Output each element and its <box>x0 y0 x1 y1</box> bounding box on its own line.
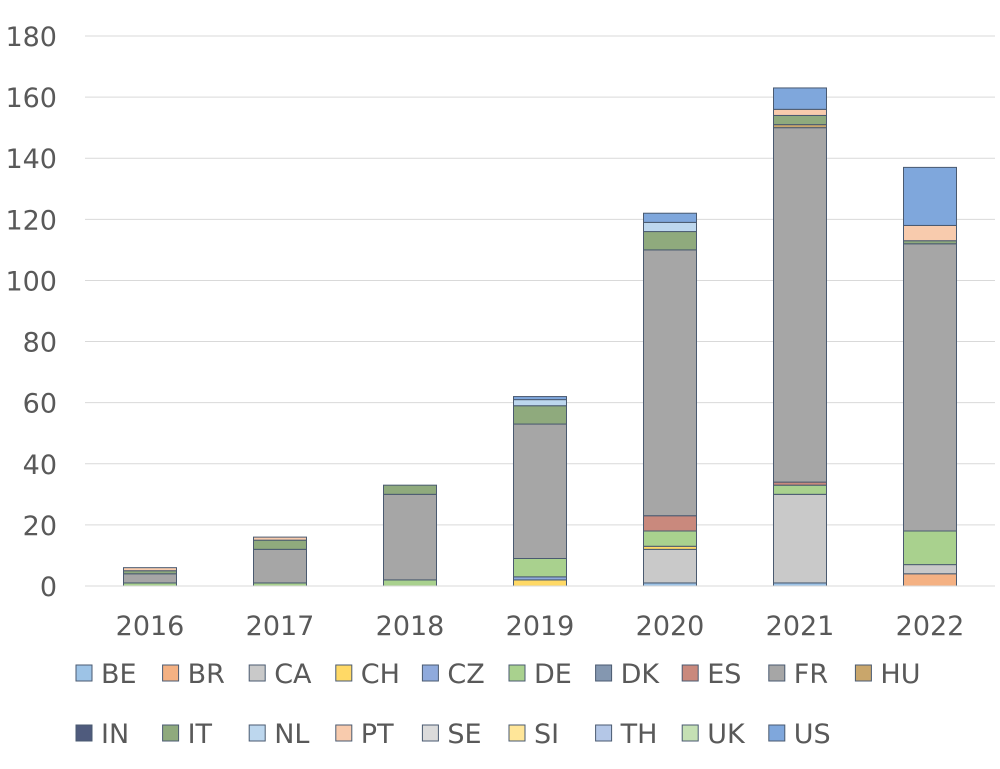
bar-segment-ca-2022 <box>903 564 957 575</box>
x-tick-label: 2019 <box>506 611 575 642</box>
x-tick-label: 2018 <box>376 611 445 642</box>
bar-segment-fr-2022 <box>903 243 957 532</box>
x-tick-label: 2020 <box>636 611 705 642</box>
y-tick-label: 100 <box>5 266 57 297</box>
bar-segment-de-2022 <box>903 530 957 566</box>
bar-segment-it-2020 <box>643 231 697 251</box>
bar-segment-us-2020 <box>643 212 697 223</box>
bar-segment-us-2019 <box>513 396 567 401</box>
legend-label-se: SE <box>447 719 481 750</box>
bar-segment-ch-2019 <box>513 579 567 587</box>
bar-segment-fr-2020 <box>643 249 697 517</box>
legend-label-be: BE <box>101 659 137 690</box>
legend-swatch-dk <box>595 664 613 682</box>
legend-swatch-in <box>75 724 93 742</box>
x-tick-label: 2022 <box>896 611 965 642</box>
gridlines <box>85 35 995 526</box>
legend-label-si: SI <box>534 719 559 750</box>
bar-segment-de-2018 <box>383 579 437 587</box>
legend-label-nl: NL <box>274 719 309 750</box>
legend-swatch-nl <box>248 724 266 742</box>
legend-swatch-th <box>595 724 613 742</box>
legend-label-pt: PT <box>361 719 394 750</box>
x-tick-label: 2021 <box>766 611 835 642</box>
legend-swatch-ca <box>248 664 266 682</box>
bar-segment-it-2019 <box>513 405 567 425</box>
legend-swatch-es <box>681 664 699 682</box>
legend-swatch-cz <box>421 664 439 682</box>
bar-segment-ca-2020 <box>643 548 697 584</box>
bar-segment-pt-2016 <box>123 567 177 572</box>
bar-segment-nl-2020 <box>643 221 697 233</box>
x-tick-label: 2016 <box>116 611 185 642</box>
bar-segment-us-2021 <box>773 87 827 110</box>
bar-segment-br-2022 <box>903 573 957 587</box>
legend: BE BR CA CH CZ DE DK ES FR HU IN IT NL PT SE SI TH UK US <box>75 659 920 750</box>
x-tick-label: 2017 <box>246 611 315 642</box>
y-tick-label: 0 <box>40 572 57 603</box>
bar-segment-us-2022 <box>903 166 957 226</box>
legend-label-es: ES <box>707 659 741 690</box>
bar-segment-de-2019 <box>513 558 567 578</box>
legend-label-dk: DK <box>621 659 661 690</box>
legend-swatch-si <box>508 724 526 742</box>
y-tick-label: 20 <box>23 511 57 542</box>
legend-label-cz: CZ <box>447 659 484 690</box>
legend-swatch-ch <box>335 664 353 682</box>
legend-label-ca: CA <box>274 659 312 690</box>
legend-swatch-pt <box>335 724 353 742</box>
bar-segment-it-2021 <box>773 114 827 126</box>
bar-segment-pt-2022 <box>903 224 957 242</box>
legend-swatch-se <box>421 724 439 742</box>
y-tick-label: 60 <box>23 389 57 420</box>
bar-segment-it-2017 <box>253 539 307 550</box>
bars <box>123 87 957 587</box>
bar-segment-it-2018 <box>383 484 437 495</box>
y-tick-label: 40 <box>23 450 57 481</box>
legend-label-de: DE <box>534 659 572 690</box>
bar-segment-ca-2021 <box>773 493 827 584</box>
legend-swatch-br <box>162 664 180 682</box>
bar-segment-de-2020 <box>643 530 697 547</box>
legend-swatch-be <box>75 664 93 682</box>
y-tick-label: 160 <box>5 83 57 114</box>
bar-segment-nl-2019 <box>513 399 567 407</box>
legend-label-br: BR <box>188 659 225 690</box>
legend-label-uk: UK <box>707 719 746 750</box>
bar-segment-pt-2021 <box>773 108 827 116</box>
legend-swatch-hu <box>854 664 872 682</box>
bar-segment-de-2021 <box>773 484 827 495</box>
y-tick-label: 80 <box>23 328 57 359</box>
bar-segment-fr-2018 <box>383 493 437 581</box>
y-tick-label: 140 <box>5 144 57 175</box>
legend-swatch-fr <box>768 664 786 682</box>
legend-swatch-it <box>162 724 180 742</box>
legend-label-it: IT <box>188 719 213 750</box>
legend-label-in: IN <box>101 719 129 750</box>
bar-segment-fr-2017 <box>253 548 307 584</box>
legend-swatch-de <box>508 664 526 682</box>
bar-segment-es-2020 <box>643 515 697 532</box>
legend-label-th: TH <box>620 719 658 750</box>
legend-label-fr: FR <box>794 659 828 690</box>
legend-swatch-us <box>768 724 786 742</box>
legend-swatch-uk <box>681 724 699 742</box>
bar-segment-fr-2016 <box>123 573 177 584</box>
legend-label-ch: CH <box>361 659 400 690</box>
axes: 0 20 40 60 80 100 120 140 160 180 2016 2017 2018 2019… <box>5 22 995 642</box>
bar-segment-pt-2017 <box>253 536 307 541</box>
legend-label-hu: HU <box>880 659 920 690</box>
y-tick-label: 120 <box>5 205 57 236</box>
bar-segment-fr-2019 <box>513 423 567 559</box>
legend-label-us: US <box>794 719 831 750</box>
y-tick-label: 180 <box>5 22 57 53</box>
bar-segment-fr-2021 <box>773 127 827 483</box>
